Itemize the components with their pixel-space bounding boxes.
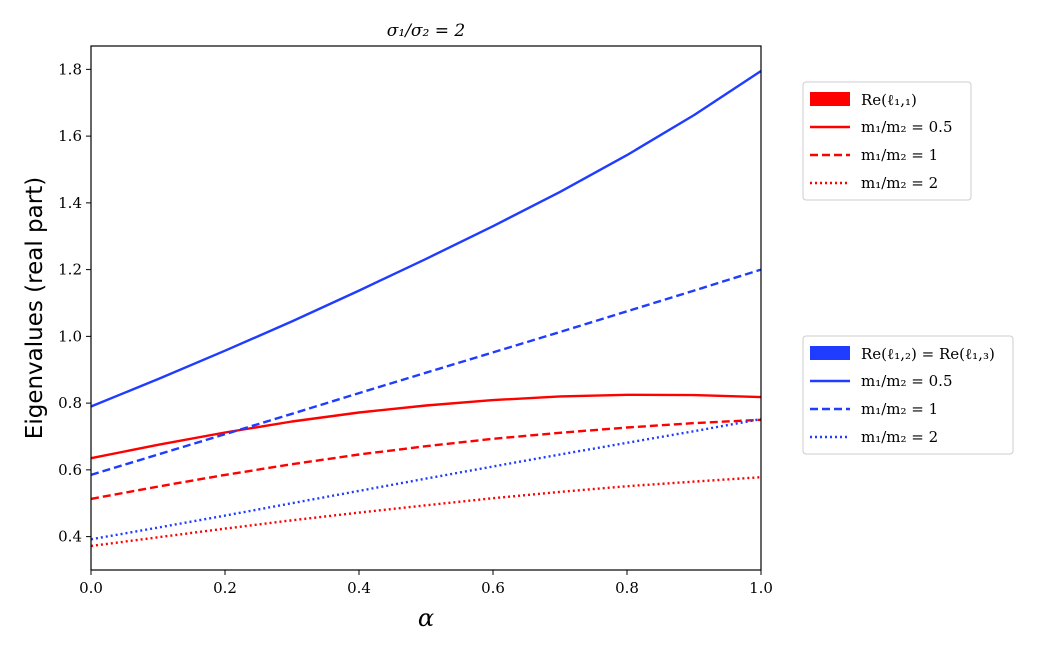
series-line-5 <box>90 268 762 477</box>
legend-header: Re(ℓ₁,₂) = Re(ℓ₁,₃) <box>861 345 995 363</box>
y-axis-label: Eigenvalues (real part) <box>22 177 48 439</box>
legend-entry: m₁/m₂ = 2 <box>861 174 938 192</box>
legend-entry: m₁/m₂ = 1 <box>861 400 938 418</box>
legend-entry: m₁/m₂ = 2 <box>861 428 938 446</box>
y-tick-label: 0.4 <box>58 528 82 546</box>
y-tick-label: 1.0 <box>58 327 82 345</box>
legends: Re(ℓ₁,₁)m₁/m₂ = 0.5m₁/m₂ = 1m₁/m₂ = 2Re(… <box>802 81 1014 455</box>
y-tick-label: 1.8 <box>58 60 82 78</box>
axes: 0.0 0.2 0.4 0.6 0.8 1.0 0.4 0.6 0.8 1.0 1.2 1.4 1.6 1… <box>58 45 773 597</box>
legend-entry: m₁/m₂ = 0.5 <box>861 118 953 136</box>
x-tick-label: 0.6 <box>481 579 505 597</box>
y-tick-label: 1.4 <box>58 194 82 212</box>
legend-patch <box>810 92 850 106</box>
y-tick-label: 0.8 <box>58 394 82 412</box>
y-tick-label: 1.6 <box>58 127 82 145</box>
legend-header: Re(ℓ₁,₁) <box>861 91 917 109</box>
y-tick-label: 0.6 <box>58 461 82 479</box>
series-line-6 <box>90 417 762 541</box>
x-tick-label: 1.0 <box>749 579 773 597</box>
series-line-1 <box>90 393 762 460</box>
series-line-3 <box>90 476 762 548</box>
x-axis-label: α <box>418 604 434 632</box>
legend-2: Re(ℓ₁,₂) = Re(ℓ₁,₃) m₁/m₂ = 0.5 m₁/m₂ = 1 m… <box>802 335 1014 455</box>
legend-entry: m₁/m₂ = 0.5 <box>861 372 953 390</box>
plot-area <box>90 69 762 548</box>
chart-title: σ₁/σ₂ = 2 <box>387 21 465 41</box>
legend-frame <box>802 81 972 201</box>
legend-1: Re(ℓ₁,₁) m₁/m₂ = 0.5 m₁/m₂ = 1 m₁/m₂ = 2 <box>802 81 972 201</box>
legend-entry: m₁/m₂ = 1 <box>861 146 938 164</box>
series-line-2 <box>90 418 762 501</box>
axes-frame <box>90 45 762 571</box>
x-tick-label: 0.0 <box>79 579 103 597</box>
series-line-4 <box>90 69 762 408</box>
x-tick-label: 0.8 <box>615 579 639 597</box>
legend-frame <box>802 335 1014 455</box>
legend-patch <box>810 346 850 360</box>
x-tick-label: 0.2 <box>213 579 237 597</box>
y-tick-label: 1.2 <box>58 261 82 279</box>
x-tick-label: 0.4 <box>347 579 371 597</box>
